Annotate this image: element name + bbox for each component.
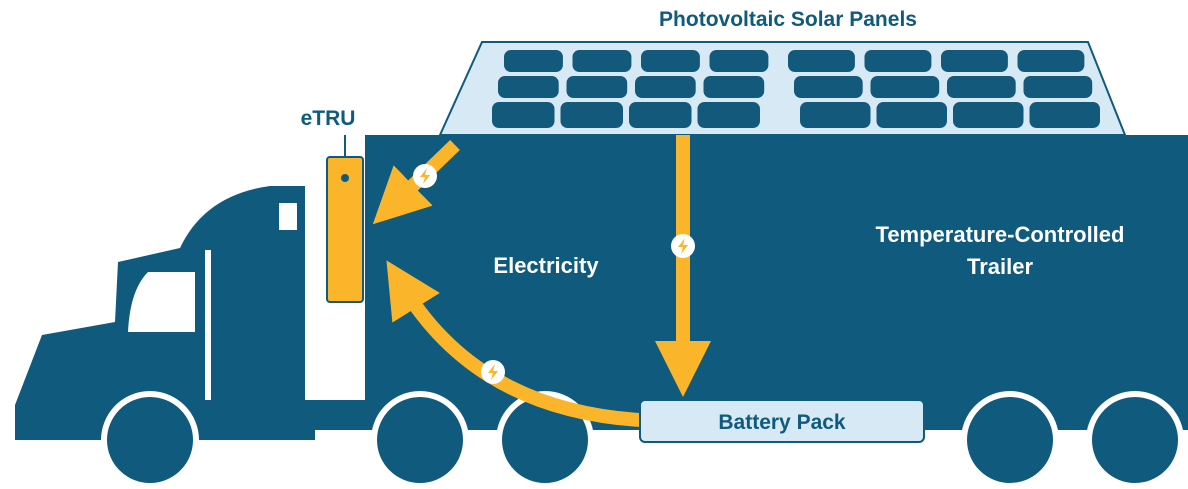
trailer — [365, 135, 1188, 400]
solar-cell — [703, 76, 765, 98]
bolt-icon — [413, 164, 437, 188]
solar-cell — [566, 76, 628, 98]
etru-label: eTRU — [301, 107, 356, 130]
trailer-label: Trailer — [967, 254, 1033, 279]
solar-cell — [794, 76, 863, 98]
solar-label: Photovoltaic Solar Panels — [659, 8, 917, 31]
solar-cell — [572, 50, 632, 72]
solar-cell — [498, 76, 559, 98]
solar-cell — [709, 50, 769, 72]
bolt-icon — [671, 234, 695, 258]
solar-cell — [560, 102, 623, 128]
solar-cells — [492, 50, 1100, 128]
trailer-label: Temperature-Controlled — [876, 222, 1125, 247]
cab-window — [128, 272, 195, 332]
solar-cell — [1017, 50, 1085, 72]
etru-dot — [341, 174, 349, 182]
solar-cell — [1023, 76, 1093, 98]
bolt-icon — [481, 360, 505, 384]
solar-cell — [800, 102, 871, 128]
battery-pack — [639, 399, 925, 443]
solar-cell — [504, 50, 563, 72]
solar-cell — [629, 102, 692, 128]
solar-cell — [864, 50, 932, 72]
cab-door-line — [205, 250, 211, 400]
electricity-label: Electricity — [493, 253, 599, 278]
solar-cell — [870, 76, 940, 98]
solar-cell — [947, 76, 1016, 98]
solar-cell — [641, 50, 700, 72]
solar-cell — [876, 102, 947, 128]
solar-cell — [635, 76, 696, 98]
solar-cell — [788, 50, 855, 72]
solar-cell — [492, 102, 555, 128]
solar-cell — [941, 50, 1008, 72]
cab-side-window — [279, 203, 297, 230]
wheels — [101, 391, 1184, 489]
solar-cell — [1029, 102, 1100, 128]
solar-cell — [953, 102, 1024, 128]
solar-cell — [697, 102, 760, 128]
etru-unit — [326, 156, 364, 303]
battery-label: Battery Pack — [718, 411, 846, 434]
